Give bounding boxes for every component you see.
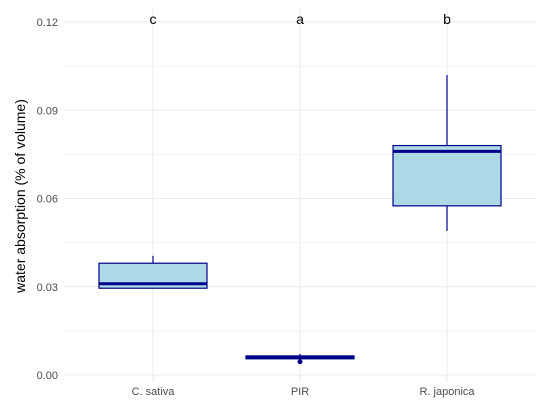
significance-letter: a [296,11,304,27]
y-tick-label: 0.12 [37,17,58,29]
box-c-sativa [98,255,208,289]
box-pir [245,353,355,365]
y-tick-label: 0.06 [37,194,58,206]
y-tick-labels: 0.00 0.03 0.06 0.09 0.12 [37,17,58,382]
x-tick-label: PIR [291,386,309,398]
significance-letter: c [150,11,157,27]
y-tick-label: 0.03 [37,282,58,294]
boxes [98,74,502,365]
box-body [392,144,502,207]
x-tick-labels: C. sativa PIR R. japonica [132,386,476,398]
x-tick-label: R. japonica [419,386,475,398]
y-axis-title: water absorption (% of volume) [12,99,28,294]
y-tick-label: 0.00 [37,370,58,382]
box-r-japonica [392,74,502,231]
y-tick-label: 0.09 [37,105,58,117]
x-tick-label: C. sativa [132,386,176,398]
significance-letter: b [443,11,451,27]
outlier-point [297,359,303,365]
